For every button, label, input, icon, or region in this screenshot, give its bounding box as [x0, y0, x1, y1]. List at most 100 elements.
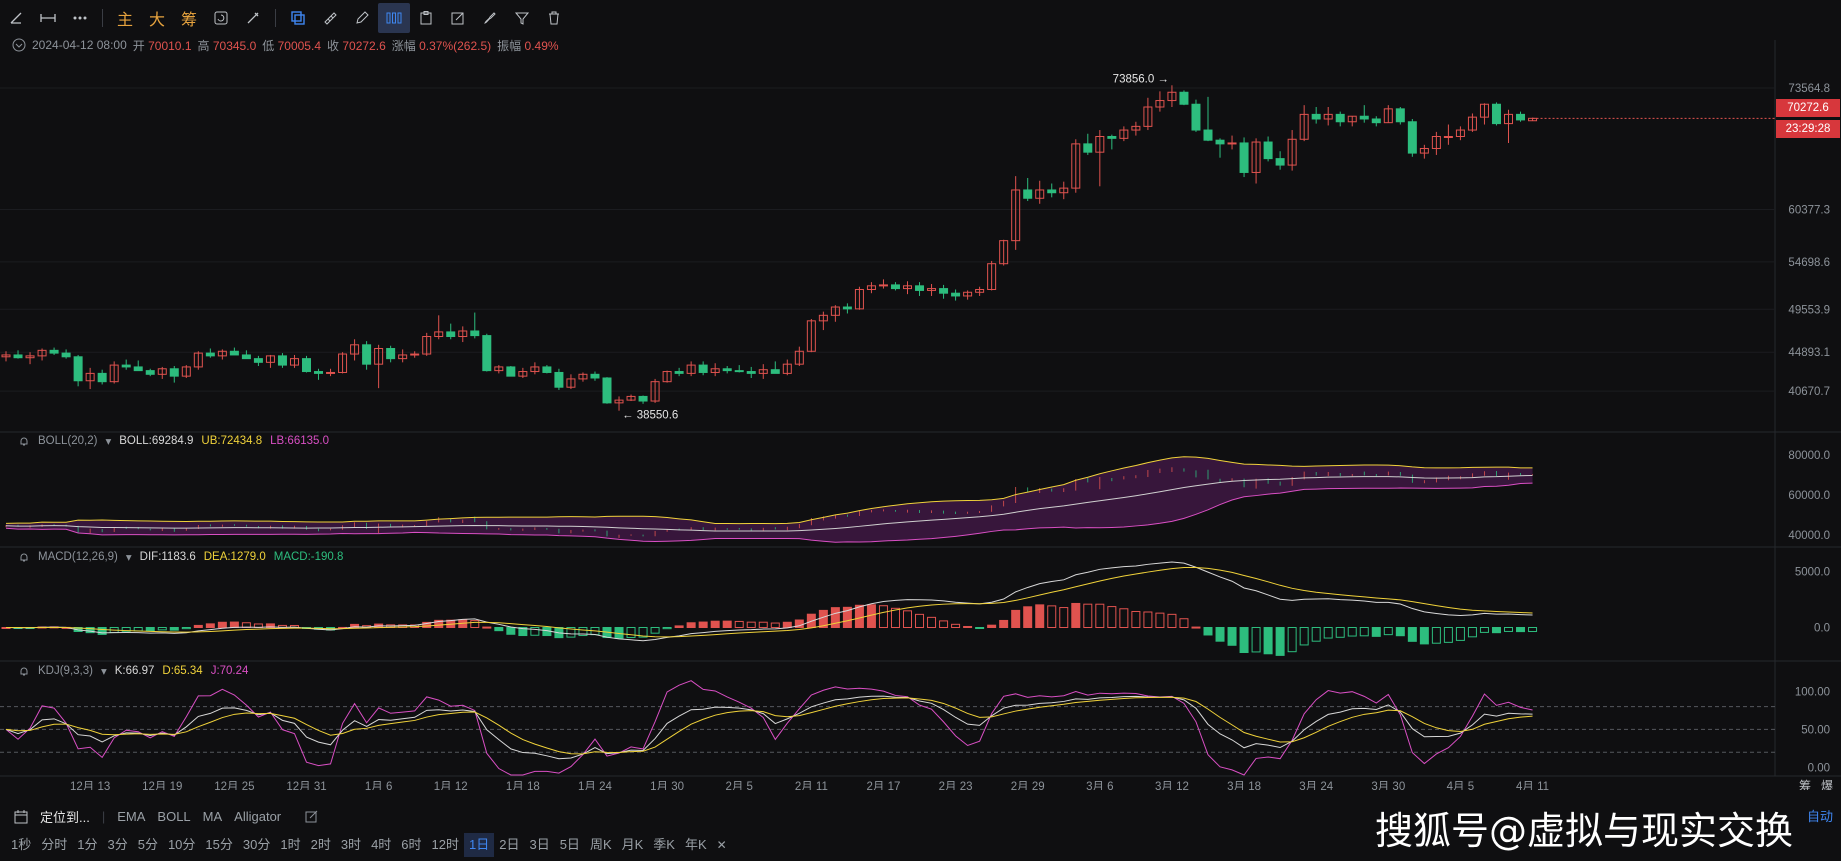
- macd-bar: [1323, 627, 1333, 639]
- timeframe-9[interactable]: 2时: [310, 837, 331, 852]
- candle-body: [302, 358, 311, 373]
- timeframe-3[interactable]: 3分: [107, 837, 128, 852]
- large-button[interactable]: 大: [148, 10, 165, 29]
- boll-name[interactable]: BOLL(20,2): [38, 435, 98, 447]
- candle-body: [662, 371, 672, 383]
- x-label-18: 3月 30: [1371, 781, 1405, 790]
- brush-icon[interactable]: [474, 3, 506, 33]
- main-chart-button[interactable]: 主: [116, 10, 133, 29]
- kdj-name[interactable]: KDJ(9,3,3): [38, 665, 93, 677]
- macd-bar: [470, 620, 480, 628]
- draw-tool-icon[interactable]: [237, 3, 269, 33]
- edit-icon[interactable]: [442, 3, 474, 33]
- macd-bar: [1504, 627, 1513, 632]
- dropdown-icon[interactable]: ▾: [100, 666, 107, 678]
- boll-upper-line: [5, 456, 1533, 525]
- macd-bar: [1275, 627, 1285, 656]
- macd-dif: DIF:1183.6: [139, 551, 196, 563]
- timeframe-10[interactable]: 3时: [340, 837, 362, 852]
- more-icon[interactable]: [64, 3, 96, 33]
- macd-bar: [229, 621, 239, 629]
- macd-bar: [878, 605, 888, 629]
- timeframe-4[interactable]: 5分: [137, 837, 158, 852]
- corner-label-1: 爆: [1821, 779, 1833, 790]
- timeframe-14[interactable]: 1日: [464, 833, 495, 857]
- timeframe-2[interactable]: 1分: [77, 837, 98, 852]
- timeframe-11[interactable]: 4时: [371, 837, 392, 852]
- clone-icon[interactable]: [282, 3, 314, 33]
- x-label-13: 2月 29: [1011, 781, 1045, 790]
- candle-body: [602, 377, 612, 404]
- candle-body: [1311, 113, 1321, 120]
- axis-label-kdj-2: 0.00: [1808, 762, 1830, 774]
- close-icon[interactable]: ✕: [716, 838, 727, 852]
- timeframe-6[interactable]: 15分: [205, 837, 233, 852]
- candle-body: [265, 355, 275, 363]
- candle-body: [1131, 125, 1141, 131]
- timeframe-7[interactable]: 30分: [242, 837, 271, 852]
- candle-body: [1443, 136, 1453, 139]
- timeframe-17[interactable]: 5日: [559, 837, 580, 852]
- timeframe-16[interactable]: 3日: [529, 837, 550, 852]
- calendar-icon[interactable]: [14, 809, 28, 824]
- price-chart[interactable]: 73564.8 60377.3 54698.6 49553.9 44893.1 40670…: [0, 0, 1841, 790]
- candle-body: [145, 370, 155, 375]
- ruler-icon[interactable]: [314, 3, 346, 33]
- horizontal-line-icon[interactable]: [32, 3, 64, 33]
- indicator-boll[interactable]: BOLL: [157, 809, 191, 824]
- dropdown-icon[interactable]: ▾: [125, 552, 132, 564]
- macd-bar: [1191, 626, 1201, 629]
- macd-bar: [169, 627, 179, 631]
- timeframe-19[interactable]: 月K: [621, 837, 644, 852]
- macd-bar: [1407, 627, 1417, 642]
- timeframe-13[interactable]: 12时: [431, 837, 459, 852]
- macd-bar: [578, 627, 588, 637]
- candle-body: [830, 306, 840, 316]
- pen-icon[interactable]: [346, 3, 378, 33]
- timeframe-12[interactable]: 6时: [401, 837, 422, 852]
- indicator-alligator[interactable]: Alligator: [234, 809, 282, 824]
- timeframe-21[interactable]: 年K: [684, 837, 707, 852]
- x-label-12: 2月 23: [939, 781, 973, 790]
- candle-body: [674, 371, 684, 374]
- bars-icon[interactable]: [378, 3, 410, 33]
- macd-bar: [133, 627, 143, 632]
- bell-icon[interactable]: [18, 435, 30, 447]
- timeframe-15[interactable]: 2日: [499, 837, 520, 852]
- toolbar-divider: [275, 9, 276, 27]
- chips-button[interactable]: 筹: [180, 10, 197, 29]
- timeframe-20[interactable]: 季K: [653, 837, 675, 852]
- dropdown-icon[interactable]: ▾: [105, 436, 112, 448]
- line-tool-icon[interactable]: [0, 3, 32, 33]
- timeframe-1[interactable]: 分时: [41, 837, 68, 852]
- change-value: 0.37%(262.5): [419, 38, 492, 53]
- indicator-ma[interactable]: MA: [202, 809, 223, 824]
- candle-body: [963, 291, 973, 297]
- collapse-icon[interactable]: [12, 38, 26, 52]
- timeframe-8[interactable]: 1时: [280, 837, 301, 852]
- macd-bar: [927, 616, 937, 629]
- macd-bar: [975, 627, 985, 629]
- filter-icon[interactable]: [506, 3, 538, 33]
- candle-body: [1467, 116, 1477, 131]
- bell-icon[interactable]: [18, 551, 30, 563]
- clipboard-icon[interactable]: [410, 3, 442, 33]
- auto-button[interactable]: 自动: [1806, 809, 1833, 824]
- indicator-ema[interactable]: EMA: [117, 809, 146, 824]
- bell-icon[interactable]: [18, 665, 30, 677]
- edit-indicators-icon[interactable]: [305, 810, 319, 824]
- refresh-icon[interactable]: [205, 3, 237, 33]
- timeframe-5[interactable]: 10分: [167, 837, 196, 852]
- trash-icon[interactable]: [538, 3, 570, 33]
- timeframe-18[interactable]: 周K: [589, 837, 612, 852]
- candle-body: [1227, 142, 1237, 145]
- x-label-7: 1月 24: [578, 781, 612, 790]
- candle-body: [1287, 138, 1297, 166]
- boll-band: [6, 456, 1533, 543]
- timeframe-0[interactable]: 1秒: [11, 837, 32, 852]
- locate-button[interactable]: 定位到...: [40, 810, 90, 825]
- candle-body: [614, 399, 624, 404]
- macd-name[interactable]: MACD(12,26,9): [38, 551, 118, 563]
- candle-body: [1251, 141, 1261, 173]
- macd-bar: [1443, 627, 1453, 643]
